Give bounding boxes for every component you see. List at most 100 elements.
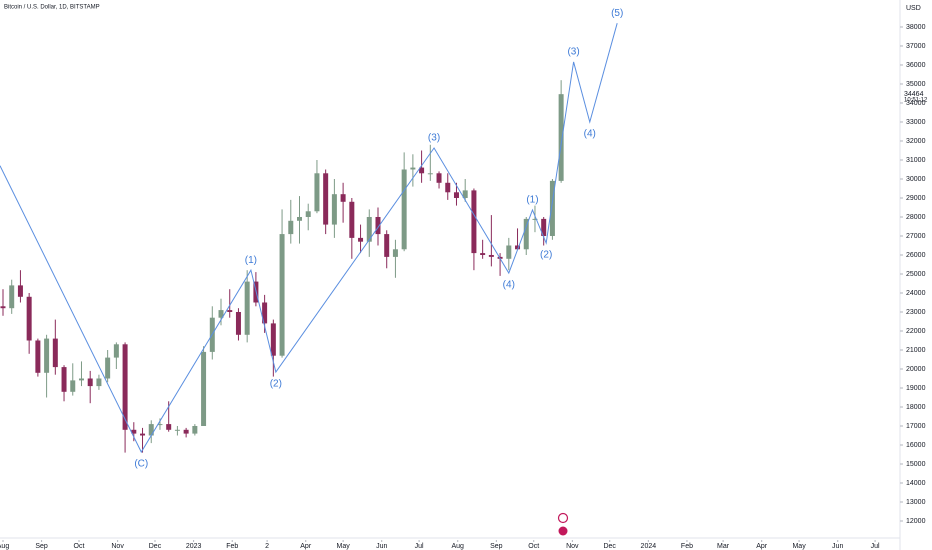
x-tick-label: Aug bbox=[0, 543, 9, 550]
wave-label: (C) bbox=[134, 459, 148, 470]
y-tick-label: 38000 bbox=[906, 24, 926, 31]
candle-body bbox=[288, 220, 294, 235]
icon[interactable] bbox=[557, 512, 569, 524]
y-tick-label: 16000 bbox=[906, 442, 926, 449]
icon[interactable] bbox=[558, 526, 568, 536]
x-tick-label: Apr bbox=[300, 543, 312, 550]
candle-body bbox=[166, 424, 172, 430]
countdown-label: 10:51:12 bbox=[904, 98, 928, 104]
y-tick-label: 21000 bbox=[906, 347, 926, 354]
candle-body bbox=[480, 253, 486, 255]
candle-body bbox=[323, 173, 329, 225]
candle-body bbox=[26, 296, 32, 341]
x-tick-label: Jun bbox=[832, 543, 843, 550]
wave-label: (4) bbox=[584, 129, 596, 140]
candle-body bbox=[174, 429, 180, 431]
x-tick-label: Apr bbox=[756, 543, 768, 550]
candle-body bbox=[549, 180, 555, 236]
candle-body bbox=[358, 237, 364, 242]
y-tick-label: 26000 bbox=[906, 252, 926, 259]
x-tick-label: Sep bbox=[35, 543, 48, 550]
y-tick-label: 34000 bbox=[906, 100, 926, 107]
wave-label: (1) bbox=[526, 195, 538, 206]
y-tick-label: 33000 bbox=[906, 119, 926, 126]
candle-body bbox=[78, 378, 84, 381]
x-tick-label: Jun bbox=[376, 543, 387, 550]
y-tick-label: 36000 bbox=[906, 62, 926, 69]
x-tick-label: May bbox=[792, 543, 806, 550]
candle-body bbox=[436, 173, 442, 183]
y-tick-label: 29000 bbox=[906, 195, 926, 202]
candle-body bbox=[87, 378, 93, 387]
candle-body bbox=[462, 190, 468, 198]
x-tick-label: Jul bbox=[871, 543, 880, 550]
wave-label: (2) bbox=[540, 250, 552, 261]
x-tick-label: Jul bbox=[415, 543, 424, 550]
candle-body bbox=[122, 344, 128, 430]
candle-body bbox=[244, 281, 250, 335]
y-tick-label: 23000 bbox=[906, 309, 926, 316]
candle-body bbox=[515, 245, 521, 250]
candle-body bbox=[0, 306, 6, 309]
candle-body bbox=[113, 344, 119, 358]
x-tick-label: Oct bbox=[528, 543, 539, 550]
x-tick-label: Mar bbox=[717, 543, 730, 550]
candle-body bbox=[262, 302, 268, 324]
x-tick-label: Aug bbox=[451, 543, 464, 550]
candle-body bbox=[35, 340, 41, 373]
candle-body bbox=[105, 357, 111, 379]
candle-body bbox=[523, 218, 529, 250]
y-tick-label: 13000 bbox=[906, 499, 926, 506]
x-tick-label: 2 bbox=[265, 543, 269, 550]
candle-body bbox=[70, 380, 76, 392]
wave-line bbox=[0, 23, 618, 454]
y-tick-label: 35000 bbox=[906, 81, 926, 88]
y-tick-label: 22000 bbox=[906, 328, 926, 335]
candle-body bbox=[384, 234, 390, 257]
y-tick-label: 14000 bbox=[906, 480, 926, 487]
candle-body bbox=[305, 211, 311, 217]
x-tick-label: 2024 bbox=[641, 543, 657, 550]
candle-body bbox=[445, 182, 451, 193]
candle-body bbox=[506, 245, 512, 259]
candle-body bbox=[331, 194, 337, 225]
chart-title: Bitcoin / U.S. Dollar, 1D, BITSTAMP bbox=[4, 5, 100, 11]
wave-label: (2) bbox=[270, 379, 282, 390]
candle-body bbox=[349, 201, 355, 238]
y-tick-label: 12000 bbox=[906, 518, 926, 525]
candle-body bbox=[392, 249, 398, 257]
x-tick-label: Dec bbox=[603, 543, 616, 550]
candle-body bbox=[419, 167, 425, 174]
candle-body bbox=[427, 173, 433, 175]
y-tick-label: 17000 bbox=[906, 423, 926, 430]
wave-label: (3) bbox=[428, 133, 440, 144]
last-price-label: 34464 bbox=[904, 91, 924, 98]
candle-body bbox=[218, 310, 224, 318]
y-tick-label: 15000 bbox=[906, 461, 926, 468]
candle-body bbox=[192, 425, 198, 434]
y-tick-label: 27000 bbox=[906, 233, 926, 240]
y-tick-label: 37000 bbox=[906, 43, 926, 50]
candle-body bbox=[227, 310, 233, 312]
candle-body bbox=[558, 94, 564, 181]
currency-label: USD bbox=[906, 5, 921, 12]
candle-body bbox=[279, 234, 285, 356]
candle-body bbox=[488, 254, 494, 257]
x-tick-label: Nov bbox=[111, 543, 124, 550]
x-tick-label: Sep bbox=[490, 543, 503, 550]
candle-body bbox=[96, 378, 102, 387]
wave-label: (3) bbox=[567, 47, 579, 58]
candle-body bbox=[297, 216, 303, 221]
candle-body bbox=[235, 311, 241, 335]
candle-body bbox=[52, 338, 58, 368]
y-tick-label: 20000 bbox=[906, 366, 926, 373]
candle-body bbox=[401, 169, 407, 250]
candle-body bbox=[148, 424, 154, 436]
indicator-icons[interactable] bbox=[557, 512, 569, 536]
x-tick-label: Dec bbox=[149, 543, 162, 550]
candle-body bbox=[17, 285, 23, 297]
wave-label: (5) bbox=[611, 8, 623, 19]
candle-body bbox=[340, 194, 346, 202]
y-tick-label: 25000 bbox=[906, 271, 926, 278]
